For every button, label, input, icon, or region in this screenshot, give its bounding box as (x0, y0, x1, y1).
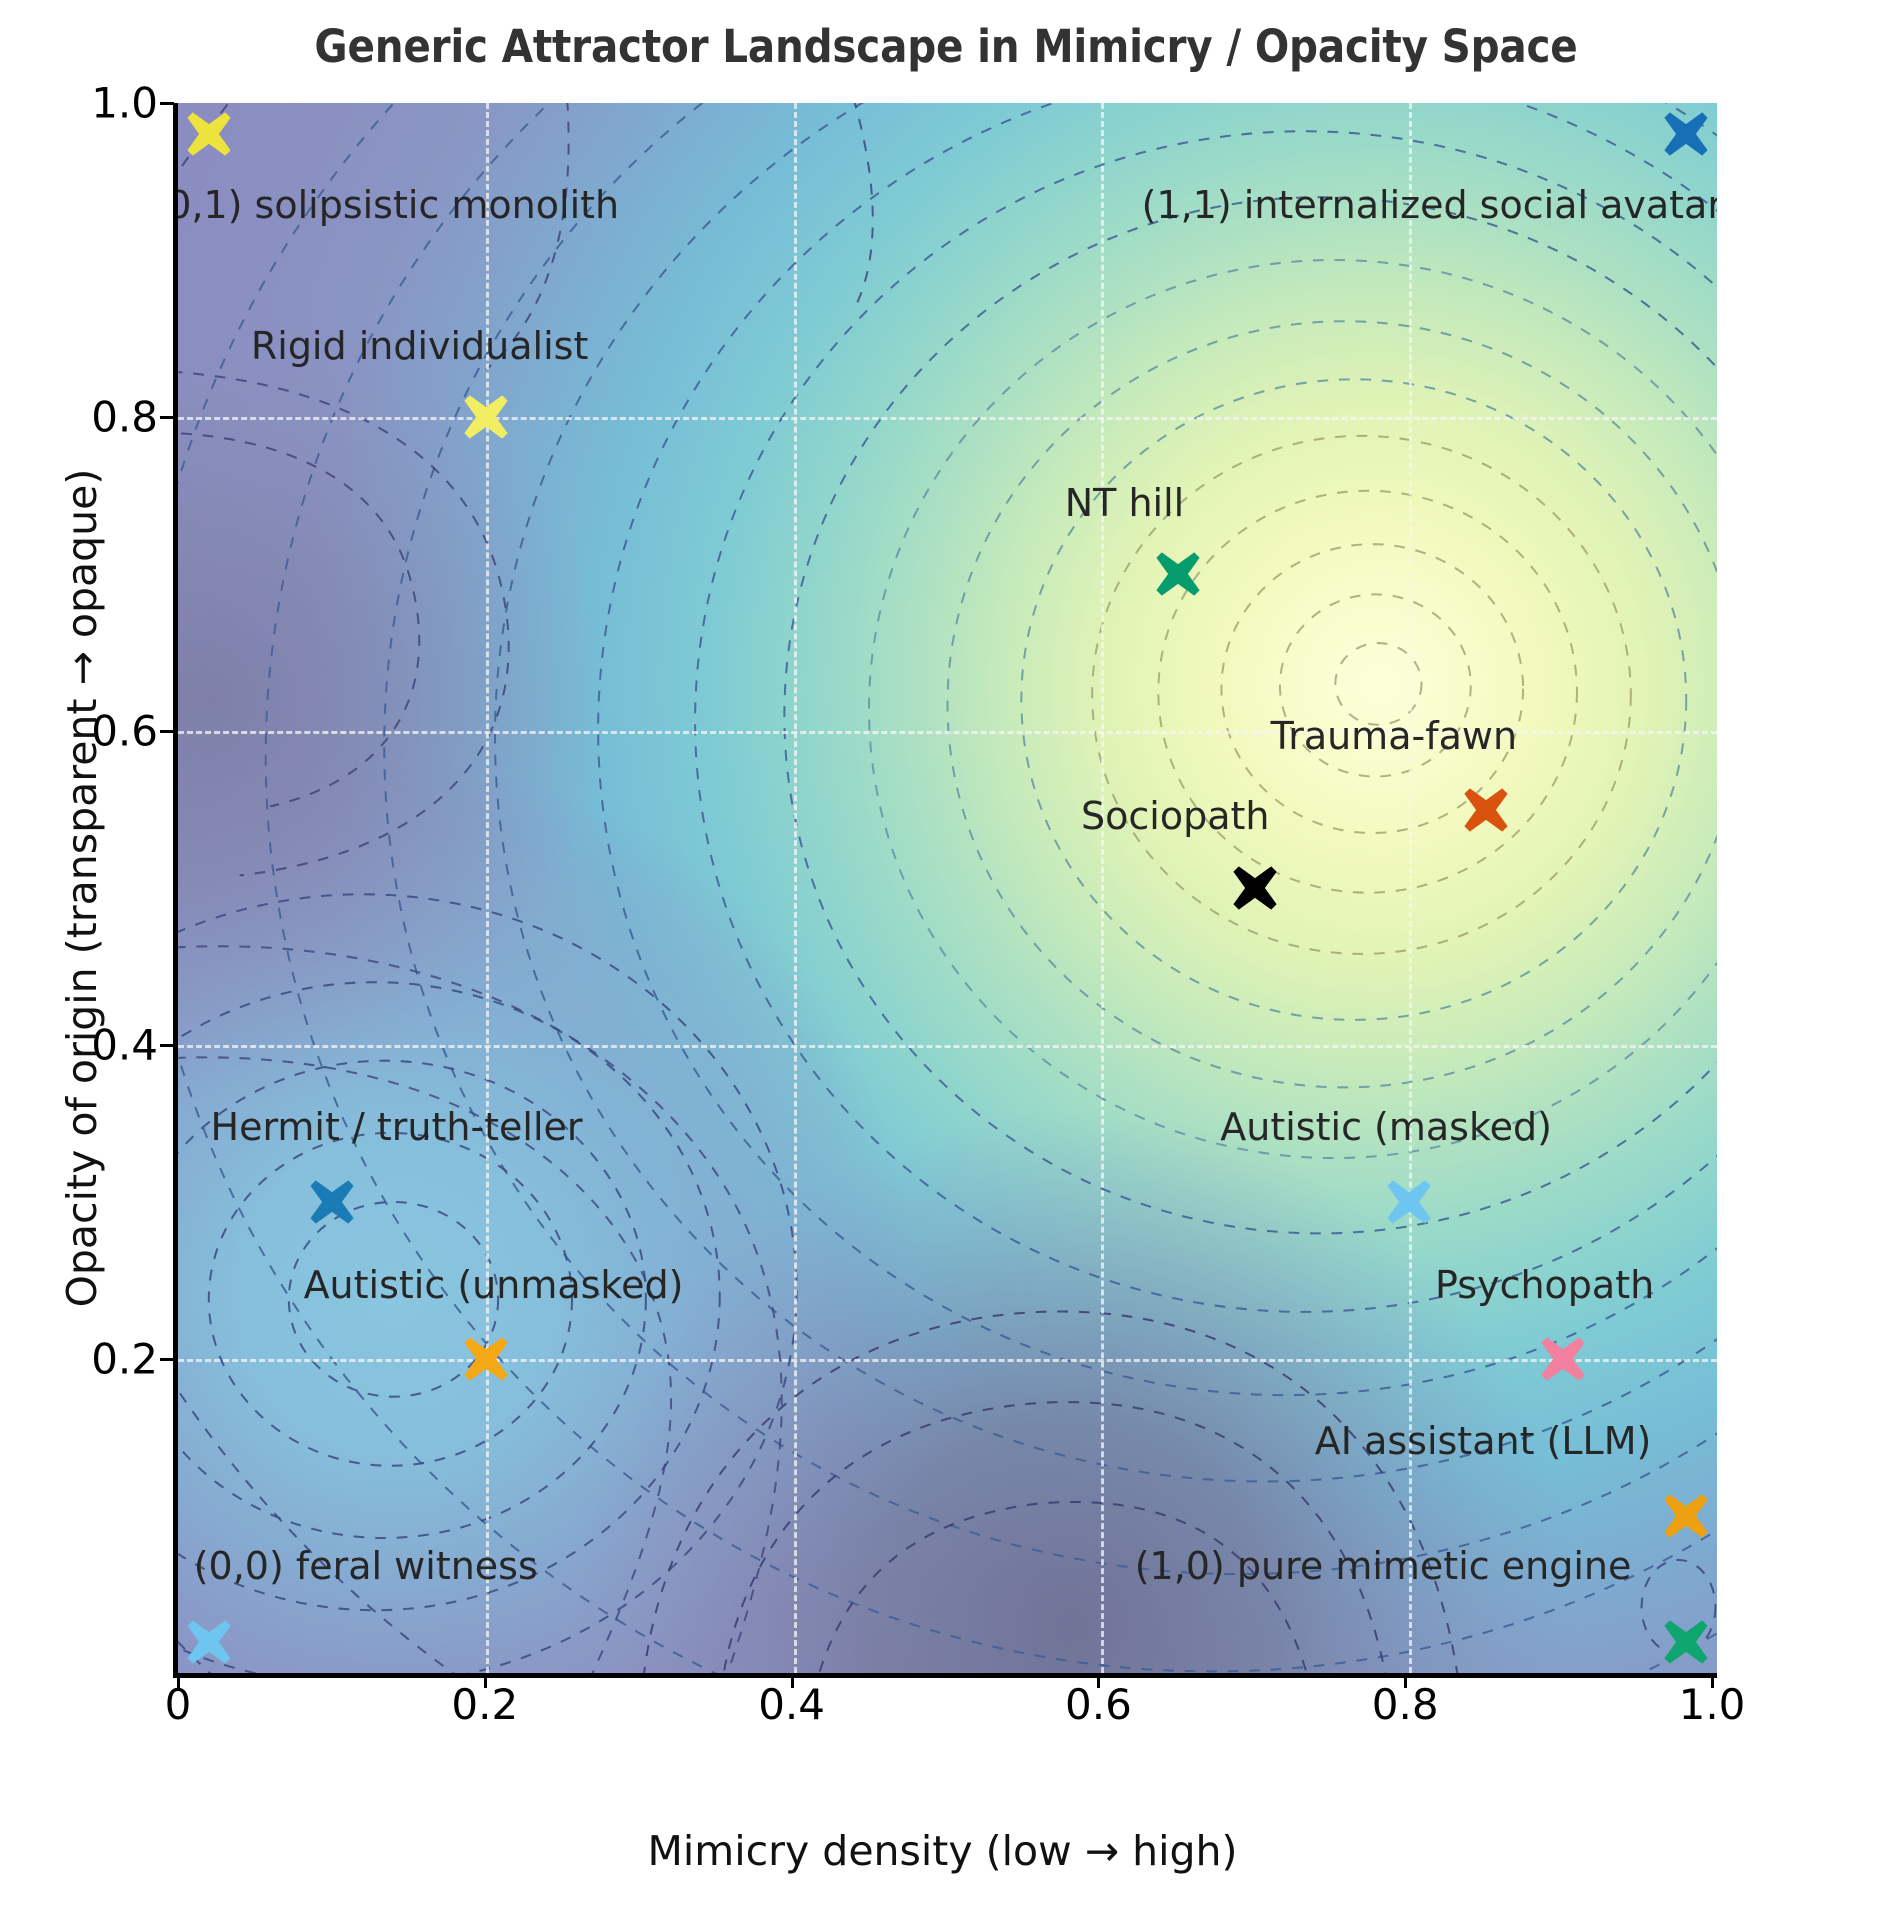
x-tick-mark (483, 1674, 487, 1688)
x-tick-mark (790, 1674, 794, 1688)
data-point-marker[interactable] (182, 107, 236, 161)
data-point-label: Sociopath (1081, 793, 1270, 838)
x-tick-label: 0.2 (451, 1680, 519, 1729)
y-tick-mark (160, 1044, 174, 1047)
x-axis-label: Mimicry density (low → high) (647, 1827, 1238, 1875)
data-point-label: Rigid individualist (250, 324, 589, 369)
y-tick-label: 0.2 (91, 1334, 158, 1384)
data-point-marker[interactable] (1228, 861, 1282, 915)
plot-area: (0,1) solipsistic monolith (1,1) internal… (173, 103, 1717, 1678)
y-tick-mark (160, 730, 174, 733)
x-tick-label: 0.8 (1371, 1680, 1439, 1729)
data-point-marker[interactable] (1536, 1332, 1590, 1386)
y-tick-mark (160, 102, 174, 105)
data-point-marker[interactable] (1382, 1175, 1436, 1229)
x-tick-label: 0.4 (758, 1680, 825, 1729)
x-tick-mark (1097, 1674, 1101, 1688)
y-tick-label: 1.0 (91, 78, 158, 128)
plot-inner: (0,1) solipsistic monolith (1,1) internal… (178, 103, 1717, 1673)
data-point-marker[interactable] (1659, 107, 1713, 161)
y-tick-label: 0.6 (91, 706, 158, 756)
data-point-marker[interactable] (1659, 1615, 1713, 1669)
contour-surface (178, 103, 1717, 1673)
y-tick-label: 0.4 (91, 1020, 158, 1070)
y-axis-label: Opacity of origin (transparent → opaque) (58, 468, 106, 1308)
data-point-marker[interactable] (1459, 783, 1513, 837)
data-point-marker[interactable] (459, 390, 513, 444)
x-tick-mark (177, 1674, 180, 1688)
data-point-label: (0,1) solipsistic monolith (173, 183, 620, 228)
y-tick-label: 0.8 (91, 392, 158, 442)
page-title: Generic Attractor Landscape in Mimicry /… (314, 20, 1578, 73)
y-tick-mark (160, 416, 174, 419)
data-point-label: Hermit / truth-teller (210, 1104, 583, 1149)
data-point-marker[interactable] (1151, 547, 1205, 601)
x-tick-label: 0.6 (1064, 1680, 1132, 1729)
x-tick-mark (1711, 1674, 1714, 1688)
data-point-marker[interactable] (1659, 1489, 1713, 1543)
data-point-label: NT hill (1064, 481, 1185, 526)
data-point-label: Psychopath (1435, 1263, 1655, 1308)
data-point-marker[interactable] (182, 1615, 236, 1669)
data-point-label: (0,0) feral witness (193, 1544, 538, 1589)
x-tick-label: 1.0 (1678, 1680, 1746, 1729)
data-point-marker[interactable] (459, 1332, 513, 1386)
x-tick-label: 0 (164, 1680, 192, 1729)
data-point-label: AI assistant (LLM) (1314, 1418, 1652, 1463)
data-point-label: Trauma-fawn (1270, 713, 1518, 758)
x-tick-mark (1404, 1674, 1408, 1688)
data-point-label: Autistic (masked) (1220, 1104, 1552, 1149)
data-point-label: (1,0) pure mimetic engine (1134, 1544, 1632, 1589)
data-point-label: (1,1) internalized social avatar (1141, 183, 1717, 228)
data-point-label: Autistic (unmasked) (303, 1263, 684, 1308)
data-point-marker[interactable] (305, 1175, 359, 1229)
y-tick-mark (160, 1358, 174, 1361)
